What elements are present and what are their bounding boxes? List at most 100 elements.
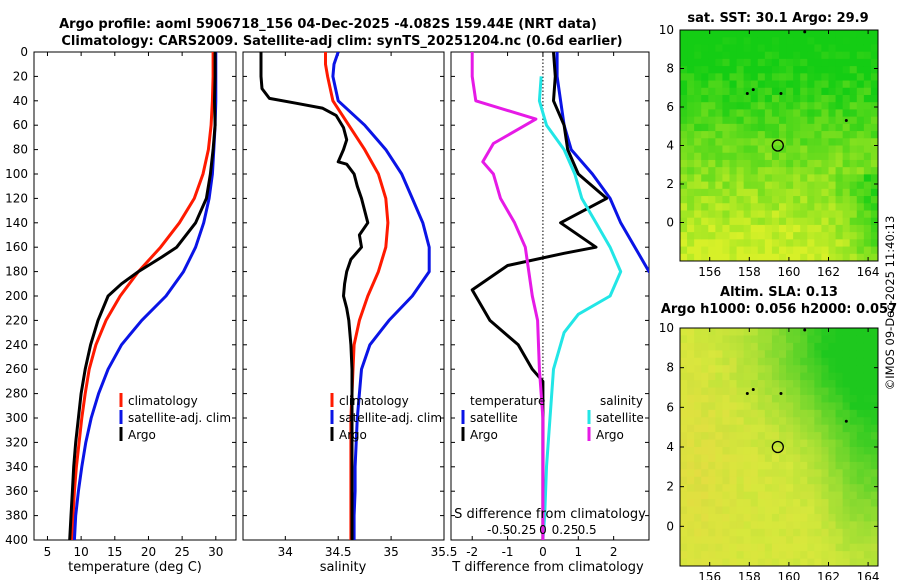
map-cell — [842, 210, 851, 219]
map-cell — [863, 51, 872, 60]
map-cell — [736, 365, 745, 374]
map-cell — [687, 424, 695, 433]
map-cell — [715, 499, 724, 508]
map-cell — [793, 551, 801, 560]
map-cell — [764, 51, 773, 60]
map-cell — [771, 94, 780, 103]
map-cell — [729, 424, 738, 433]
map-cell — [771, 102, 780, 111]
map-cell — [764, 461, 773, 470]
map-cell — [771, 328, 780, 337]
map-cell — [694, 357, 702, 366]
map-cell — [701, 239, 709, 248]
map-cell — [771, 409, 780, 418]
map-cell — [856, 528, 865, 537]
lon-tick-label: 156 — [698, 570, 721, 580]
map-cell — [757, 394, 766, 403]
map-cell — [722, 66, 731, 74]
map-cell — [814, 109, 823, 118]
map-cell — [835, 357, 844, 366]
map-cell — [750, 123, 759, 132]
map-cell — [779, 87, 787, 96]
map-cell — [828, 350, 837, 359]
map-cell — [856, 558, 865, 566]
map-cell — [786, 152, 794, 161]
map-cell — [814, 138, 823, 147]
map-cell — [779, 521, 787, 530]
map-cell — [814, 491, 823, 500]
map-cell — [835, 528, 844, 537]
map-cell — [694, 174, 702, 183]
map-cell — [779, 417, 787, 426]
map-cell — [701, 66, 709, 74]
map-cell — [807, 484, 815, 493]
map-cell — [793, 87, 801, 96]
map-cell — [849, 402, 858, 411]
map-cell — [771, 357, 780, 366]
map-cell — [764, 380, 773, 389]
map-cell — [750, 181, 759, 190]
map-cell — [687, 94, 695, 103]
map-cell — [757, 145, 766, 154]
map-cell — [757, 87, 766, 96]
map-cell — [736, 394, 745, 403]
map-cell — [779, 536, 787, 545]
depth-tick-label: 20 — [13, 69, 28, 83]
map-cell — [771, 432, 780, 441]
map-cell — [821, 387, 830, 396]
map-cell — [856, 499, 865, 508]
map-cell — [779, 80, 787, 89]
map-cell — [828, 210, 837, 219]
map-cell — [680, 402, 688, 411]
map-cell — [786, 58, 794, 67]
map-cell — [715, 536, 724, 545]
map-cell — [680, 246, 688, 255]
lon-tick-label: 158 — [738, 570, 761, 580]
map-cell — [701, 131, 709, 139]
figure-title-line2: Climatology: CARS2009. Satellite-adj cli… — [61, 34, 622, 49]
map-cell — [743, 394, 752, 403]
map-cell — [694, 167, 702, 175]
salinity-xlabel: salinity — [320, 560, 367, 575]
map-cell — [779, 402, 787, 411]
map-cell — [736, 350, 745, 359]
map-cell — [715, 513, 724, 522]
map-cell — [680, 335, 688, 344]
map-cell — [764, 66, 773, 74]
map-cell — [800, 328, 808, 337]
map-cell — [750, 203, 759, 212]
map-cell — [722, 447, 731, 456]
map-cell — [842, 536, 851, 545]
map-cell — [757, 58, 766, 67]
map-cell — [842, 152, 851, 161]
map-cell — [687, 116, 695, 125]
map-cell — [828, 159, 837, 168]
map-cell — [694, 409, 702, 418]
map-cell — [757, 335, 766, 344]
map-cell — [680, 30, 688, 38]
map-cell — [863, 37, 872, 46]
map-cell — [771, 37, 780, 46]
map-cell — [856, 432, 865, 441]
map-cell — [842, 491, 851, 500]
map-cell — [729, 109, 738, 118]
map-cell — [722, 521, 731, 530]
map-cell — [849, 439, 858, 448]
map-cell — [807, 476, 815, 485]
map-cell — [729, 454, 738, 463]
map-cell — [771, 203, 780, 212]
map-cell — [814, 123, 823, 132]
map-cell — [814, 476, 823, 485]
map-cell — [743, 357, 752, 366]
map-cell — [687, 558, 695, 566]
map-cell — [764, 476, 773, 485]
map-cell — [750, 491, 759, 500]
map-cell — [708, 145, 716, 154]
map-cell — [729, 138, 738, 147]
map-cell — [687, 335, 695, 344]
map-cell — [828, 342, 837, 351]
map-cell — [821, 203, 830, 212]
map-cell — [807, 116, 815, 125]
map-cell — [842, 73, 851, 82]
map-cell — [750, 469, 759, 478]
